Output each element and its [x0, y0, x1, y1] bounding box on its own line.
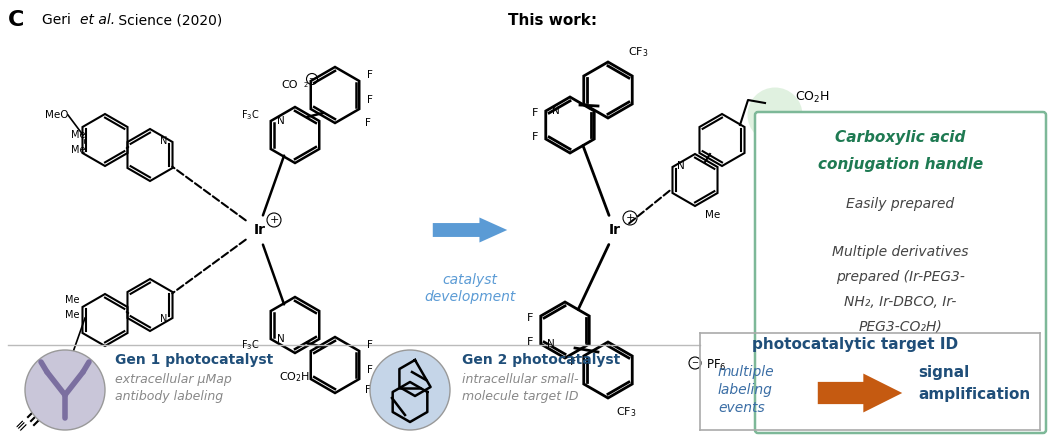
Text: PEG3-CO₂H): PEG3-CO₂H)	[859, 320, 942, 334]
Text: catalyst: catalyst	[443, 273, 497, 287]
FancyArrowPatch shape	[433, 218, 508, 243]
Text: Ir: Ir	[254, 223, 266, 237]
Text: N: N	[160, 136, 168, 146]
Text: F$_3$C: F$_3$C	[241, 338, 260, 352]
Text: Me: Me	[65, 295, 80, 305]
Text: Easily prepared: Easily prepared	[847, 197, 955, 211]
Text: conjugation handle: conjugation handle	[818, 157, 983, 172]
Text: CO: CO	[282, 80, 298, 90]
Text: Me: Me	[705, 210, 721, 220]
Text: F: F	[367, 365, 372, 375]
Circle shape	[25, 350, 105, 430]
Text: Me: Me	[70, 145, 85, 155]
Ellipse shape	[748, 88, 802, 142]
Text: prepared (Ir-PEG3-: prepared (Ir-PEG3-	[836, 270, 965, 284]
Text: F: F	[367, 340, 372, 350]
Text: PF$_6$: PF$_6$	[706, 357, 727, 372]
Text: N: N	[160, 314, 168, 324]
Text: +: +	[625, 213, 635, 223]
Text: CO$_2$H: CO$_2$H	[279, 370, 311, 384]
Text: N: N	[548, 339, 555, 349]
Text: F$_3$C: F$_3$C	[241, 108, 260, 122]
Text: Me: Me	[70, 130, 85, 140]
Text: Science (2020): Science (2020)	[114, 13, 222, 27]
Text: F: F	[527, 337, 533, 347]
Text: F: F	[532, 108, 538, 118]
Text: labeling: labeling	[718, 383, 773, 397]
Text: $_2$: $_2$	[303, 80, 308, 90]
Text: Me: Me	[65, 310, 80, 320]
Text: −: −	[308, 74, 316, 84]
Text: CF$_3$: CF$_3$	[616, 405, 637, 419]
Text: O: O	[62, 357, 70, 367]
Text: F: F	[365, 118, 371, 128]
Text: F: F	[365, 385, 371, 395]
Text: CF$_3$: CF$_3$	[628, 45, 648, 59]
Text: This work:: This work:	[508, 13, 597, 28]
Text: +: +	[270, 215, 279, 225]
Text: Gen 1 photocatalyst: Gen 1 photocatalyst	[115, 353, 273, 367]
Text: N: N	[277, 334, 285, 344]
Text: signal: signal	[918, 365, 969, 380]
Text: antibody labeling: antibody labeling	[115, 390, 223, 403]
Text: Geri: Geri	[42, 13, 76, 27]
Text: development: development	[424, 290, 516, 304]
Text: N: N	[277, 116, 285, 126]
FancyArrowPatch shape	[818, 373, 902, 413]
Text: N: N	[677, 161, 685, 171]
Text: events: events	[718, 401, 765, 415]
Text: multiple: multiple	[718, 365, 774, 379]
Text: molecule target ID: molecule target ID	[462, 390, 578, 403]
Text: NH₂, Ir-DBCO, Ir-: NH₂, Ir-DBCO, Ir-	[844, 295, 957, 309]
Text: −: −	[691, 359, 699, 368]
Text: photocatalytic target ID: photocatalytic target ID	[752, 337, 958, 352]
Text: amplification: amplification	[918, 387, 1030, 402]
Text: ≡: ≡	[13, 416, 31, 434]
Text: Carboxylic acid: Carboxylic acid	[835, 130, 966, 145]
Text: F: F	[570, 357, 576, 367]
Text: Ir: Ir	[609, 223, 621, 237]
Text: CO$_2$H: CO$_2$H	[795, 89, 830, 105]
Text: N: N	[552, 106, 560, 116]
Text: F: F	[527, 313, 533, 323]
Text: F: F	[532, 132, 538, 142]
Text: C: C	[8, 10, 24, 30]
Text: et al.: et al.	[80, 13, 115, 27]
Text: Multiple derivatives: Multiple derivatives	[832, 245, 968, 259]
Text: F: F	[367, 95, 372, 105]
Text: intracellular small-: intracellular small-	[462, 373, 578, 386]
Circle shape	[370, 350, 450, 430]
Text: F: F	[367, 70, 372, 80]
Text: Gen 2 photocatalyst: Gen 2 photocatalyst	[462, 353, 620, 367]
Text: MeO: MeO	[44, 110, 68, 120]
Text: extracellular μMap: extracellular μMap	[115, 373, 232, 386]
FancyBboxPatch shape	[755, 112, 1046, 433]
